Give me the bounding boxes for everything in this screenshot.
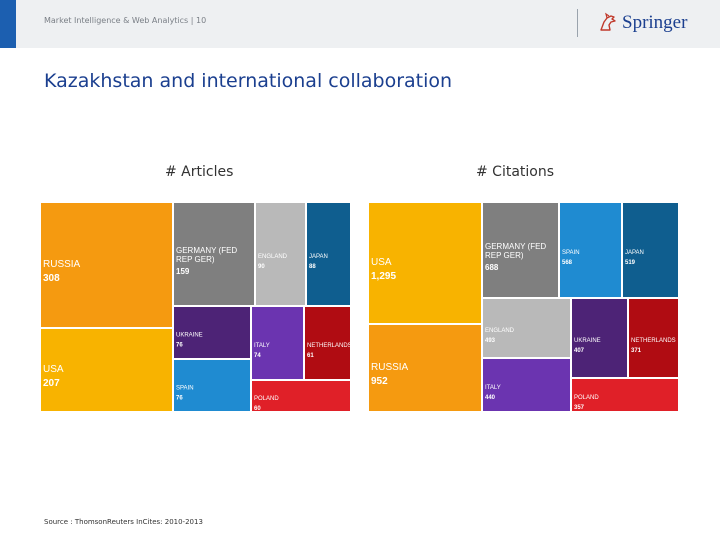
citations-value-spain: 568 [562, 260, 573, 266]
citations-rect-japan [623, 203, 678, 297]
articles-label-usa: USA [43, 364, 64, 375]
articles-cell-poland: POLAND 60 [252, 381, 350, 411]
citations-rect-russia [369, 325, 481, 411]
articles-rect-usa [41, 329, 172, 411]
page-title: Kazakhstan and international collaborati… [44, 70, 453, 92]
citations-label-poland: POLAND [574, 395, 599, 401]
articles-cell-germany-fed-rep-ger: GERMANY (FED REP GER) 159 [174, 203, 254, 305]
citations-treemap: USA 1,295 RUSSIA 952 GERMANY (FED REP GER) 688… [369, 203, 678, 411]
citations-value-england: 493 [485, 338, 496, 344]
articles-rect-italy [252, 307, 303, 379]
articles-value-netherlands: 61 [307, 353, 314, 359]
citations-cell-russia: RUSSIA 952 [369, 325, 481, 411]
citations-rect-england [483, 299, 570, 357]
citations-label-italy: ITALY [485, 385, 501, 391]
articles-label-poland: POLAND [254, 396, 279, 402]
articles-label-russia: RUSSIA [43, 259, 81, 270]
citations-label-russia: RUSSIA [371, 362, 409, 373]
articles-value-england: 90 [258, 264, 265, 270]
articles-cell-italy: ITALY 74 [252, 307, 303, 379]
springer-logo[interactable]: Springer [598, 11, 687, 35]
citations-value-usa: 1,295 [371, 271, 396, 282]
articles-value-russia: 308 [43, 273, 60, 284]
citations-rect-poland [572, 379, 678, 411]
articles-rect-russia [41, 203, 172, 327]
citations-cell-ukraine: UKRAINE 407 [572, 299, 627, 377]
articles-rect-poland [252, 381, 350, 411]
breadcrumb: Market Intelligence & Web Analytics | 10 [44, 16, 207, 25]
citations-rect-germany-fed-rep-ger [483, 203, 558, 297]
articles-label-germany-fed-rep-ger: GERMANY (FED REP GER) [176, 246, 237, 264]
articles-value-germany-fed-rep-ger: 159 [176, 267, 190, 276]
articles-treemap: RUSSIA 308 USA 207 GERMANY (FED REP GER) 159 EN… [41, 203, 350, 411]
articles-cell-netherlands: NETHERLANDS 61 [305, 307, 350, 379]
articles-label-spain: SPAIN [176, 386, 194, 392]
articles-label-netherlands: NETHERLANDS [307, 343, 350, 349]
header-divider [577, 9, 578, 37]
citations-value-germany-fed-rep-ger: 688 [485, 263, 499, 272]
articles-cell-russia: RUSSIA 308 [41, 203, 172, 327]
citations-value-netherlands: 371 [631, 348, 642, 354]
articles-rect-ukraine [174, 307, 250, 358]
articles-rect-spain [174, 360, 250, 411]
articles-cell-japan: JAPAN 88 [307, 203, 350, 305]
articles-label-japan: JAPAN [309, 254, 328, 260]
citations-label-usa: USA [371, 257, 392, 268]
articles-value-japan: 88 [309, 264, 316, 270]
citations-value-russia: 952 [371, 376, 388, 387]
citations-rect-italy [483, 359, 570, 411]
logo-text: Springer [622, 12, 688, 33]
citations-value-japan: 519 [625, 260, 636, 266]
citations-cell-japan: JAPAN 519 [623, 203, 678, 297]
articles-cell-ukraine: UKRAINE 76 [174, 307, 250, 358]
articles-value-poland: 60 [254, 406, 261, 411]
citations-label-ukraine: UKRAINE [574, 338, 601, 344]
citations-cell-poland: POLAND 357 [572, 379, 678, 411]
citations-cell-netherlands: NETHERLANDS 371 [629, 299, 678, 377]
articles-chart-title: # Articles [165, 164, 234, 180]
citations-rect-usa [369, 203, 481, 323]
articles-rect-england [256, 203, 305, 305]
citations-chart-title: # Citations [476, 164, 555, 180]
citations-cell-usa: USA 1,295 [369, 203, 481, 323]
articles-label-ukraine: UKRAINE [176, 333, 203, 339]
articles-rect-germany-fed-rep-ger [174, 203, 254, 305]
citations-label-japan: JAPAN [625, 250, 644, 256]
articles-cell-england: ENGLAND 90 [256, 203, 305, 305]
citations-cell-germany-fed-rep-ger: GERMANY (FED REP GER) 688 [483, 203, 558, 297]
articles-value-italy: 74 [254, 353, 261, 359]
citations-label-england: ENGLAND [485, 328, 515, 334]
articles-value-usa: 207 [43, 378, 60, 389]
articles-label-italy: ITALY [254, 343, 270, 349]
citations-value-ukraine: 407 [574, 348, 585, 354]
articles-rect-japan [307, 203, 350, 305]
articles-value-spain: 76 [176, 396, 183, 402]
citations-cell-italy: ITALY 440 [483, 359, 570, 411]
articles-cell-usa: USA 207 [41, 329, 172, 411]
citations-value-poland: 357 [574, 405, 585, 411]
citations-cell-england: ENGLAND 493 [483, 299, 570, 357]
header-accent [0, 0, 16, 48]
citations-label-netherlands: NETHERLANDS [631, 338, 676, 344]
citations-label-spain: SPAIN [562, 250, 580, 256]
citations-rect-ukraine [572, 299, 627, 377]
articles-label-england: ENGLAND [258, 254, 288, 260]
springer-horse-icon [600, 12, 616, 31]
citations-label-germany-fed-rep-ger: GERMANY (FED REP GER) [485, 242, 546, 260]
articles-value-ukraine: 76 [176, 343, 183, 349]
source-note: Source : ThomsonReuters InCites: 2010-20… [44, 518, 203, 526]
header-bar [0, 0, 720, 48]
articles-rect-netherlands [305, 307, 350, 379]
articles-cell-spain: SPAIN 76 [174, 360, 250, 411]
citations-rect-netherlands [629, 299, 678, 377]
citations-rect-spain [560, 203, 621, 297]
citations-cell-spain: SPAIN 568 [560, 203, 621, 297]
citations-value-italy: 440 [485, 395, 496, 401]
